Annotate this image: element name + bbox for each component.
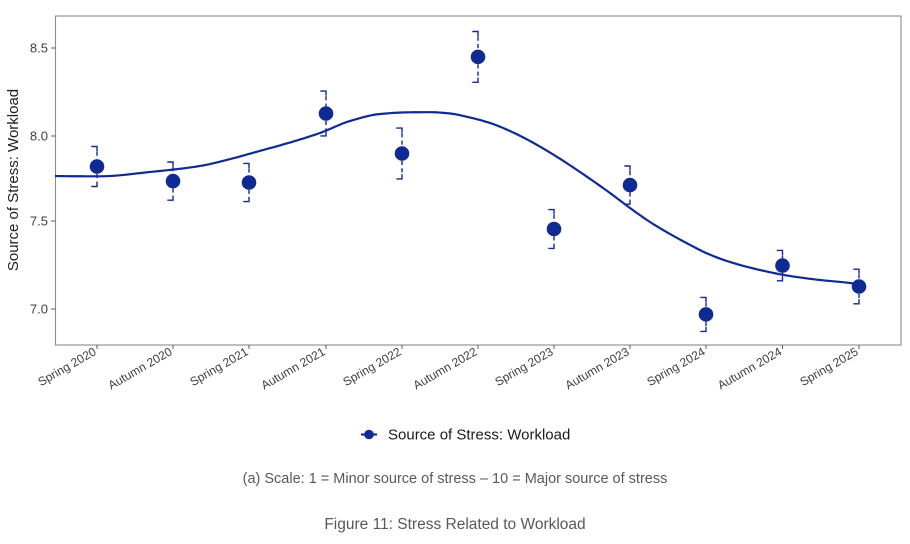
svg-text:Spring 2020: Spring 2020 [35, 344, 98, 389]
svg-text:7.0: 7.0 [30, 302, 48, 317]
svg-text:8.0: 8.0 [30, 129, 48, 144]
svg-text:Spring 2025: Spring 2025 [797, 344, 860, 389]
svg-text:Spring 2022: Spring 2022 [340, 344, 403, 389]
svg-text:Spring 2021: Spring 2021 [187, 344, 250, 389]
svg-text:(a) Scale: 1 = Minor source of: (a) Scale: 1 = Minor source of stress – … [243, 471, 668, 487]
svg-text:8.5: 8.5 [30, 41, 48, 56]
svg-text:Spring 2024: Spring 2024 [644, 344, 707, 389]
svg-text:Autumn 2020: Autumn 2020 [106, 344, 175, 392]
svg-text:Autumn 2024: Autumn 2024 [715, 344, 784, 392]
svg-text:Spring 2023: Spring 2023 [492, 344, 555, 389]
svg-text:Autumn 2023: Autumn 2023 [563, 344, 632, 392]
svg-text:Autumn 2022: Autumn 2022 [411, 344, 480, 392]
svg-text:Autumn 2021: Autumn 2021 [259, 344, 328, 392]
svg-text:7.5: 7.5 [30, 214, 48, 229]
svg-text:Figure 11: Stress Related to W: Figure 11: Stress Related to Workload [324, 516, 585, 533]
svg-text:Source of Stress: Workload: Source of Stress: Workload [388, 427, 570, 444]
svg-text:Source of Stress: Workload: Source of Stress: Workload [5, 89, 22, 271]
